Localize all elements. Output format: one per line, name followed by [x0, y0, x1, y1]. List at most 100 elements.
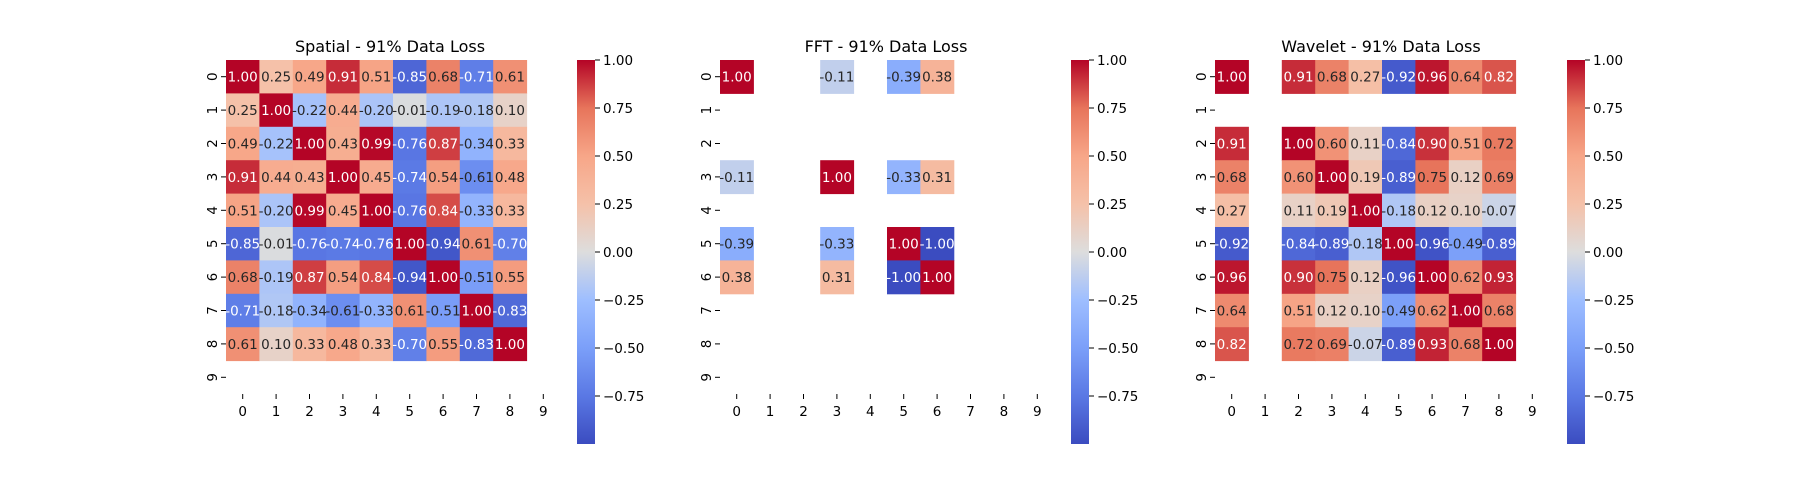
heatmap-cell	[1415, 160, 1450, 195]
cell-value-label: 1.00	[722, 70, 752, 86]
y-tick-label: 3	[699, 173, 715, 182]
colorbar-tick-label: 0.00	[1097, 245, 1127, 261]
colorbar-tick-label: 0.50	[603, 149, 633, 165]
cell-value-label: 0.12	[1417, 203, 1447, 219]
heatmap-cell	[1348, 260, 1383, 295]
heatmap-cell	[1415, 260, 1450, 295]
cell-value-label: 0.55	[428, 337, 458, 353]
heatmap-cell	[326, 93, 361, 128]
heatmap-cell	[259, 126, 294, 161]
heatmap-cell	[326, 260, 361, 295]
cell-value-label: 0.11	[1350, 137, 1380, 153]
x-tick-label: 0	[238, 404, 247, 420]
x-tick-label: 3	[1328, 404, 1337, 420]
heatmap-cell	[459, 160, 494, 195]
cell-value-label: -0.19	[259, 270, 294, 286]
heatmap-cell	[393, 193, 427, 228]
cell-value-label: 0.62	[1450, 270, 1480, 286]
colorbar-tick-label: 1.00	[603, 53, 633, 69]
heatmap-cell	[1315, 193, 1350, 228]
colorbar	[1567, 60, 1585, 444]
heatmap-cell	[493, 193, 528, 228]
cell-value-label: 0.38	[922, 70, 952, 86]
heatmap-cell	[1215, 327, 1249, 362]
cell-value-label: -0.20	[359, 103, 394, 119]
cell-value-label: 0.25	[228, 103, 258, 119]
cell-value-label: 0.91	[328, 70, 358, 86]
heatmap-cell	[493, 293, 528, 328]
cell-value-label: 0.12	[1450, 170, 1480, 186]
cell-value-label: -0.61	[325, 304, 360, 320]
heatmap-cell	[459, 93, 494, 128]
x-tick-label: 5	[1394, 404, 1403, 420]
heatmap-cell	[292, 327, 327, 362]
heatmap-cell	[1482, 260, 1517, 295]
cell-value-label: -1.00	[886, 270, 921, 286]
cell-value-label: 0.75	[1417, 170, 1447, 186]
cell-value-label: 1.00	[922, 270, 952, 286]
heatmap-cell	[887, 260, 921, 295]
cell-value-label: 1.00	[495, 337, 525, 353]
cell-value-label: 0.33	[361, 337, 391, 353]
cell-value-label: 0.93	[1484, 270, 1514, 286]
colorbar	[1071, 60, 1089, 444]
heatmap-cell	[1215, 193, 1249, 228]
heatmap-cell	[493, 260, 528, 295]
heatmap-cell	[493, 160, 528, 195]
heatmap-cell	[720, 160, 754, 195]
cell-value-label: -0.83	[492, 304, 527, 320]
cell-value-label: 1.00	[1384, 237, 1414, 253]
colorbar-tick-label: −0.50	[1097, 341, 1138, 357]
cell-value-label: -0.96	[1381, 270, 1416, 286]
cell-value-label: -0.33	[819, 237, 854, 253]
heatmap-cell	[393, 60, 427, 94]
heatmap-cell	[493, 126, 528, 161]
cell-value-label: -0.11	[819, 70, 854, 86]
cell-value-label: -0.76	[392, 203, 427, 219]
heatmap-panel-spatial: Spatial - 91% Data Loss 1.00 0.25 0.49 0.91…	[205, 37, 644, 444]
cell-value-label: 0.31	[922, 170, 952, 186]
cell-value-label: -0.70	[492, 237, 527, 253]
heatmap-cell	[820, 60, 855, 94]
y-tick-label: 1	[1194, 106, 1210, 115]
heatmap-cell	[1482, 60, 1517, 94]
heatmap-cell	[1482, 126, 1517, 161]
heatmap-cell	[359, 193, 394, 228]
heatmap-cell	[1415, 327, 1450, 362]
heatmap-cell	[226, 227, 260, 261]
heatmap-cell	[393, 126, 427, 161]
cell-value-label: 0.84	[361, 270, 391, 286]
heatmap-cell	[393, 160, 427, 195]
cell-value-label: -0.83	[459, 337, 494, 353]
heatmap-cell	[720, 60, 754, 94]
x-tick-label: 5	[899, 404, 908, 420]
y-tick-label: 2	[699, 139, 715, 148]
heatmap-cell	[920, 227, 955, 261]
colorbar-ticks: 1.00 0.75 0.50 0.25 0.00 −0.25 −0.50 −0.75	[1585, 53, 1634, 405]
y-tick-label: 8	[205, 340, 221, 349]
heatmap-cell	[1415, 60, 1450, 94]
heatmap-cell	[226, 160, 260, 195]
y-tick-label: 3	[205, 173, 221, 182]
cell-value-label: 1.00	[261, 103, 291, 119]
cell-value-label: -0.92	[1214, 237, 1249, 253]
cell-value-label: 0.61	[461, 237, 491, 253]
cell-value-label: 0.68	[228, 270, 258, 286]
heatmap-cell	[459, 60, 494, 94]
heatmap-cell	[292, 293, 327, 328]
cell-value-label: -0.94	[426, 237, 461, 253]
heatmap-cell	[292, 227, 327, 261]
heatmap-cell	[1482, 160, 1517, 195]
heatmap-cell	[259, 160, 294, 195]
cell-value-label: 0.44	[261, 170, 291, 186]
colorbar-tick-label: −0.50	[1593, 341, 1634, 357]
heatmap-cell	[259, 293, 294, 328]
heatmap-cell	[1448, 227, 1483, 261]
heatmap-cell	[1415, 227, 1450, 261]
heatmap-cell	[1448, 60, 1483, 94]
cell-value-label: -0.74	[325, 237, 360, 253]
heatmap-cell	[259, 193, 294, 228]
heatmap-cell	[326, 193, 361, 228]
heatmap-cell	[1348, 327, 1383, 362]
heatmap-cell	[393, 260, 427, 295]
